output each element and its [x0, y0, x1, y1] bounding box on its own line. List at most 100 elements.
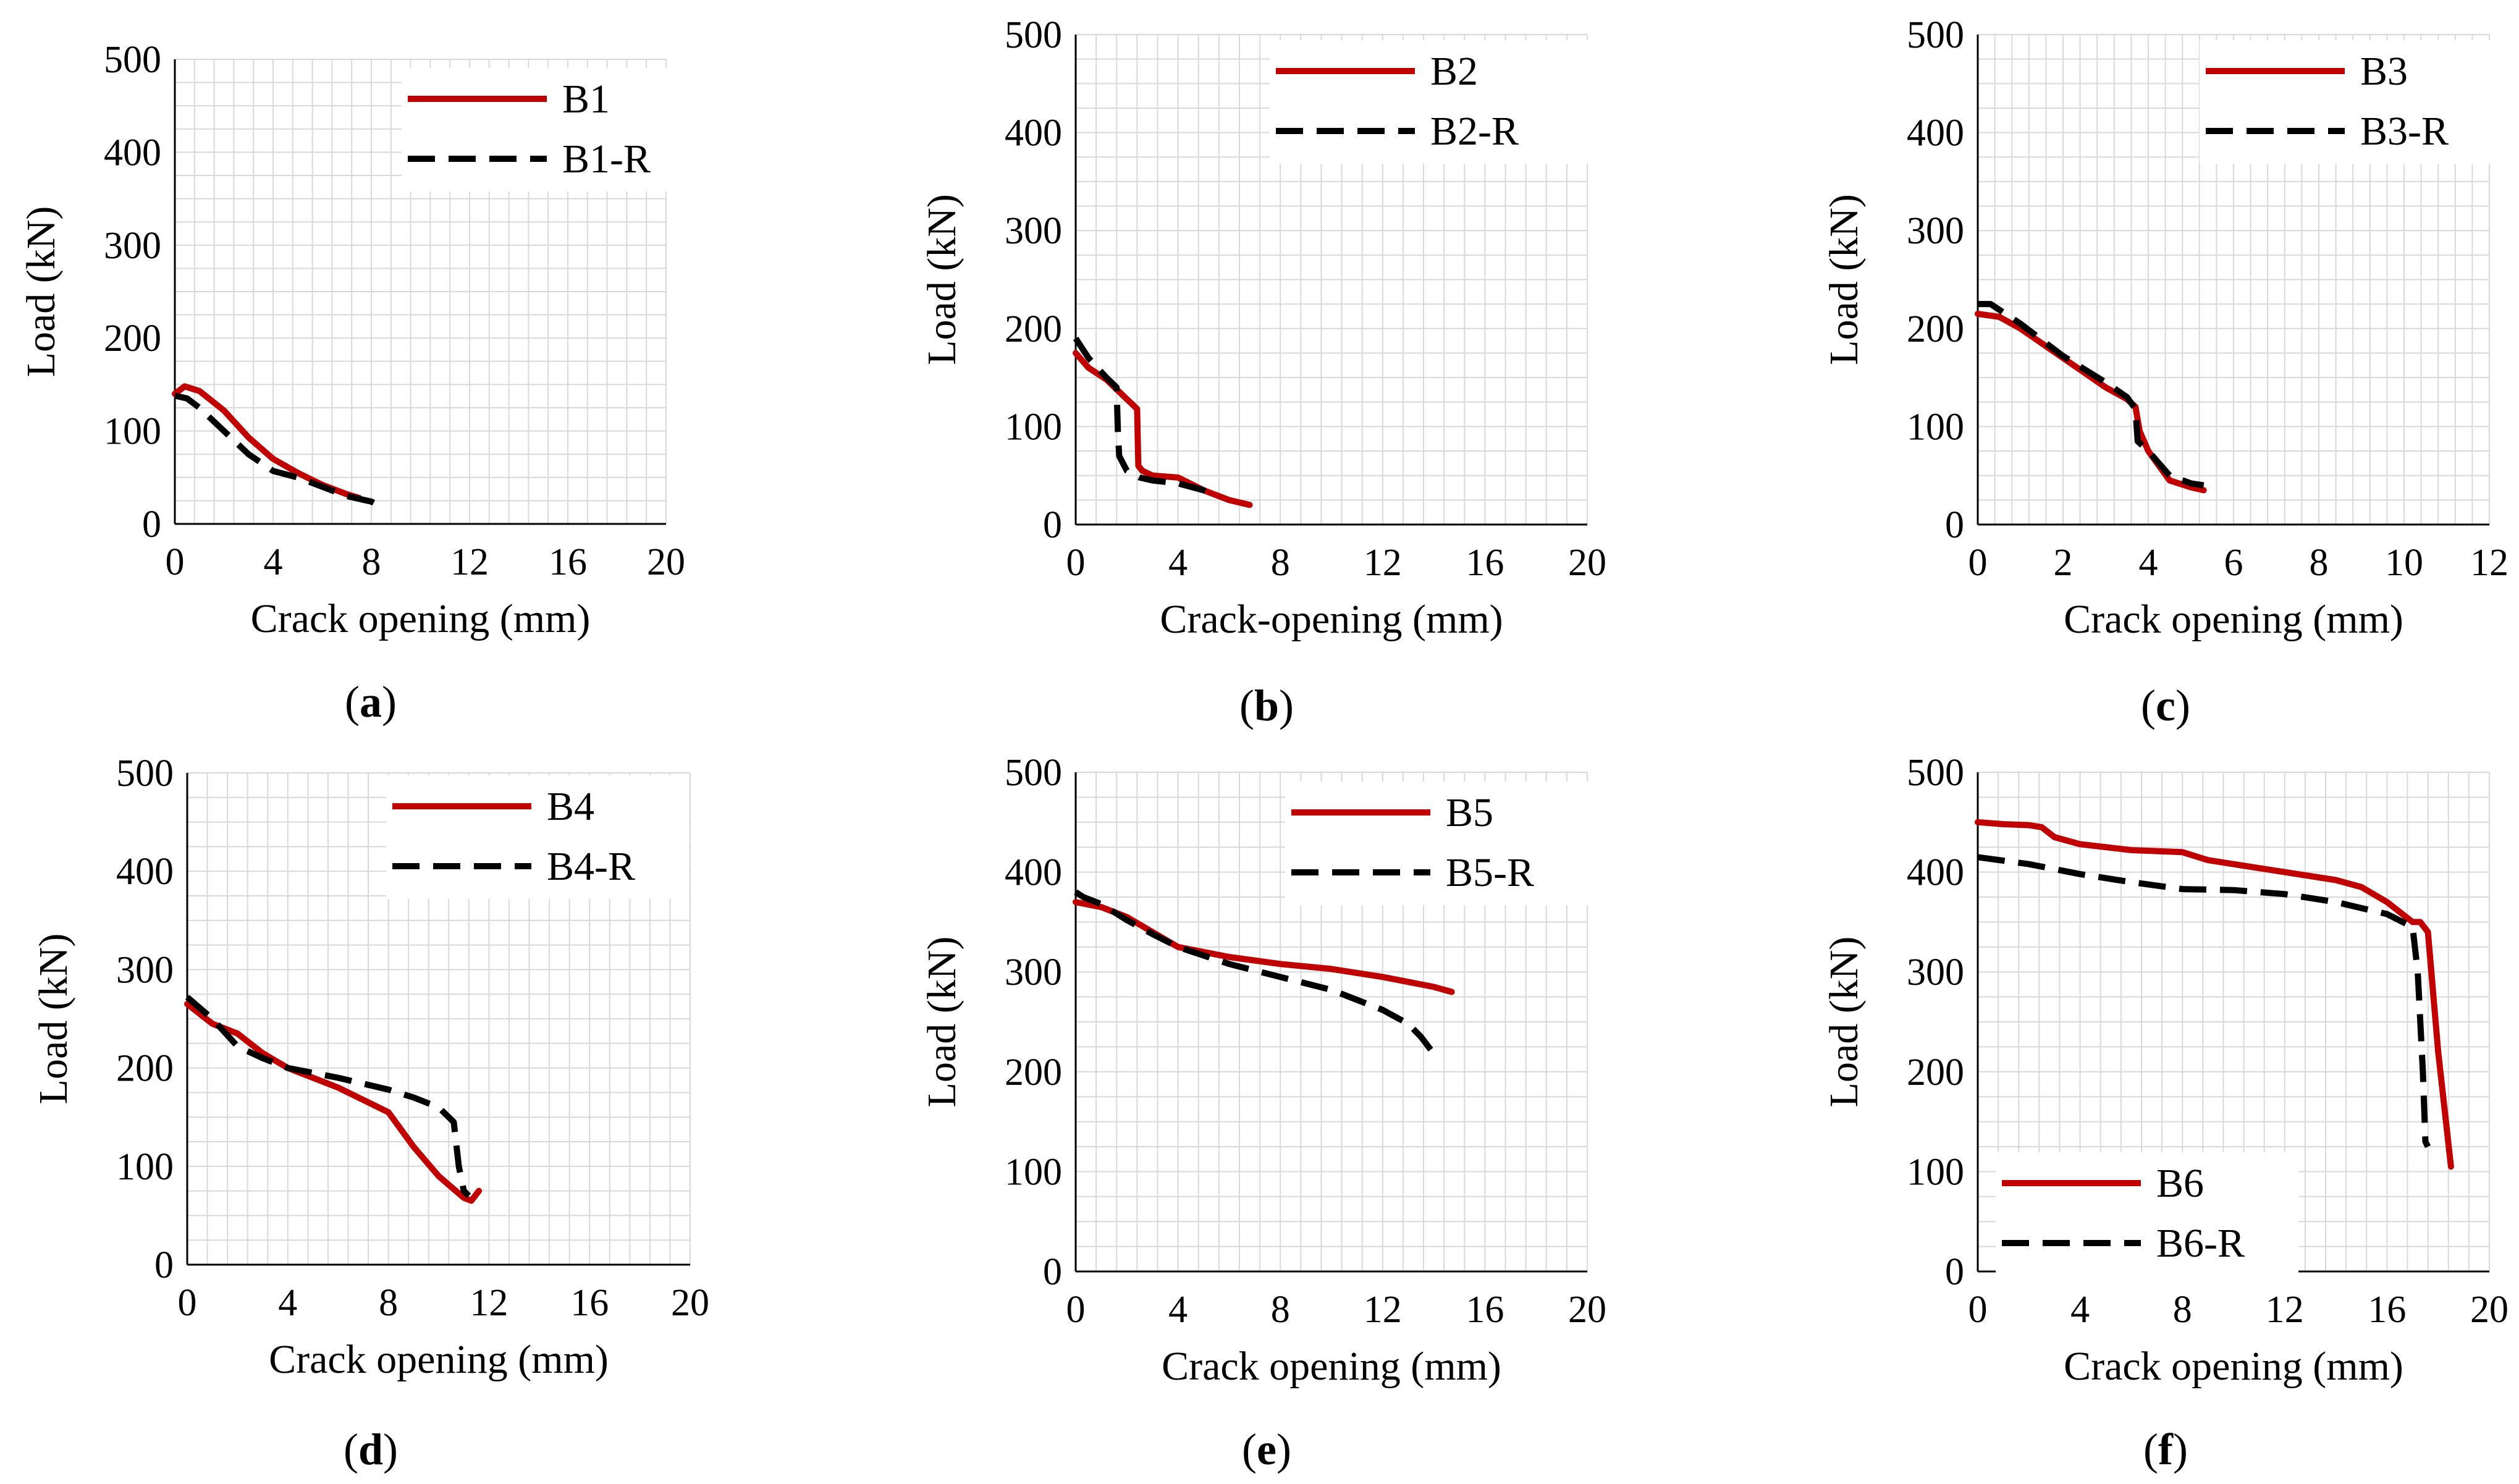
- legend-box: [402, 68, 673, 192]
- x-tick-label: 4: [2070, 1289, 2090, 1331]
- y-tick-label: 500: [1005, 752, 1062, 794]
- panel-label: (c): [2141, 681, 2190, 730]
- x-tick-label: 8: [362, 541, 381, 583]
- y-axis-title: Load (kN): [31, 934, 76, 1105]
- y-axis-title: Load (kN): [1821, 194, 1867, 365]
- y-tick-label: 300: [1907, 951, 1964, 993]
- x-tick-label: 16: [570, 1282, 609, 1324]
- panel-label: (e): [1242, 1425, 1291, 1474]
- legend-label-B2-R: B2-R: [1430, 109, 1519, 154]
- y-tick-label: 400: [1907, 112, 1964, 154]
- legend-label-B3: B3: [2360, 49, 2408, 94]
- y-tick-label: 200: [1005, 308, 1062, 350]
- x-tick-label: 12: [470, 1282, 508, 1324]
- y-tick-label: 100: [1005, 1151, 1062, 1193]
- grid-lines: [1977, 772, 2490, 1272]
- legend: B1 B1-R: [402, 68, 673, 192]
- x-tick-label: 2: [2054, 542, 2073, 584]
- y-tick-label: 500: [1907, 752, 1964, 794]
- x-tick-label: 10: [2385, 542, 2423, 584]
- x-tick-label: 8: [2173, 1289, 2192, 1331]
- x-tick-label: 8: [2310, 542, 2329, 584]
- x-tick-label: 20: [1568, 1289, 1606, 1331]
- x-tick-label: 16: [2368, 1289, 2406, 1331]
- x-tick-label: 4: [264, 541, 283, 583]
- y-axis-title: Load (kN): [919, 194, 964, 365]
- x-axis-title: Crack opening (mm): [2064, 1344, 2403, 1389]
- y-tick-label: 500: [1005, 14, 1062, 56]
- y-tick-label: 300: [1005, 210, 1062, 252]
- panel-label: (f): [2143, 1425, 2188, 1474]
- x-tick-label: 20: [671, 1282, 709, 1324]
- series-line-B4-R: [185, 995, 471, 1199]
- y-tick-label: 200: [104, 318, 161, 360]
- y-tick-label: 500: [1907, 14, 1964, 56]
- x-tick-label: 4: [1168, 542, 1188, 584]
- x-tick-label: 20: [1568, 542, 1606, 584]
- x-tick-label: 0: [166, 541, 185, 583]
- legend-label-B2: B2: [1430, 49, 1478, 94]
- y-tick-label: 300: [1005, 951, 1062, 993]
- y-tick-label: 300: [1907, 210, 1964, 252]
- legend-box: [2200, 40, 2490, 164]
- legend-label-B4-R: B4-R: [547, 844, 635, 889]
- y-tick-label: 100: [104, 411, 161, 453]
- x-axis-title: Crack opening (mm): [2064, 597, 2403, 642]
- y-tick-label: 0: [1945, 504, 1964, 546]
- x-tick-label: 6: [2224, 542, 2243, 584]
- y-axis-title: Load (kN): [919, 937, 964, 1108]
- series-line-B5-R: [1074, 889, 1437, 1056]
- y-tick-label: 500: [116, 753, 174, 795]
- y-tick-label: 0: [1043, 504, 1062, 546]
- x-tick-label: 12: [450, 541, 489, 583]
- y-tick-label: 200: [1907, 308, 1964, 350]
- x-axis-title: Crack-opening (mm): [1160, 597, 1503, 642]
- legend-box: [1285, 782, 1588, 905]
- series-line-B2-R: [1073, 336, 1218, 499]
- x-axis-title: Crack opening (mm): [269, 1337, 609, 1382]
- y-tick-label: 300: [104, 225, 161, 267]
- x-tick-label: 0: [1066, 542, 1086, 584]
- legend: B5 B5-R: [1285, 782, 1588, 905]
- panel-label: (b): [1239, 681, 1294, 730]
- y-tick-label: 0: [1945, 1251, 1964, 1293]
- x-tick-label: 12: [1364, 542, 1402, 584]
- series-line-B6-R: [1977, 854, 2431, 1149]
- y-tick-label: 200: [116, 1048, 174, 1090]
- x-tick-label: 8: [379, 1282, 398, 1324]
- legend-box: [1996, 1152, 2298, 1276]
- x-tick-label: 12: [1364, 1289, 1402, 1331]
- x-tick-label: 8: [1271, 1289, 1290, 1331]
- y-tick-label: 400: [104, 132, 161, 174]
- y-tick-label: 200: [1907, 1052, 1964, 1094]
- y-tick-label: 400: [1005, 852, 1062, 894]
- y-tick-label: 500: [104, 39, 161, 81]
- x-tick-label: 0: [178, 1282, 197, 1324]
- x-tick-label: 4: [1168, 1289, 1188, 1331]
- x-tick-label: 4: [2139, 542, 2158, 584]
- y-tick-label: 100: [1907, 1151, 1964, 1193]
- y-tick-label: 0: [154, 1244, 174, 1286]
- series-line-B4: [184, 1001, 483, 1204]
- legend-label-B1: B1: [562, 77, 610, 122]
- legend-label-B6: B6: [2156, 1161, 2204, 1206]
- x-tick-label: 20: [2470, 1289, 2508, 1331]
- y-tick-label: 400: [1005, 112, 1062, 154]
- y-tick-label: 100: [1005, 406, 1062, 448]
- legend-box: [386, 775, 689, 899]
- panel-label: (a): [345, 677, 397, 727]
- x-tick-label: 20: [647, 541, 685, 583]
- x-axis-title: Crack opening (mm): [1162, 1344, 1501, 1389]
- grid-lines: [174, 59, 667, 525]
- legend-label-B6-R: B6-R: [2156, 1221, 2245, 1266]
- y-axis-title: Load (kN): [19, 206, 64, 377]
- y-axis-title: Load (kN): [1821, 937, 1867, 1108]
- series-line-B3-R: [1978, 301, 2205, 489]
- x-tick-label: 0: [1968, 542, 1988, 584]
- y-tick-label: 100: [1907, 406, 1964, 448]
- y-tick-label: 100: [116, 1146, 174, 1188]
